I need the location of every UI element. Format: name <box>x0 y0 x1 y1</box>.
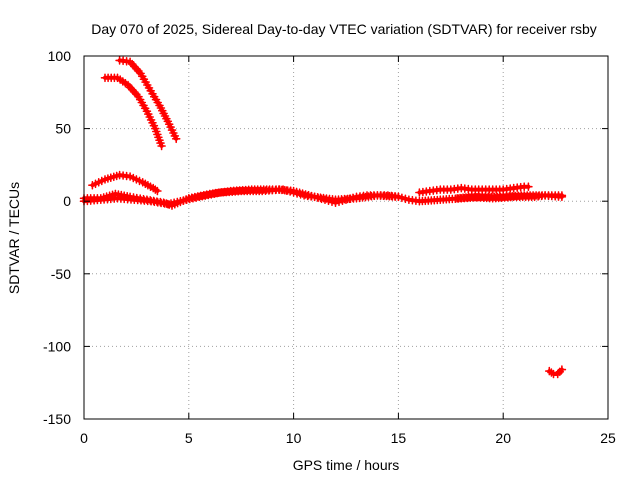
data-point <box>396 195 400 199</box>
data-point <box>556 372 560 376</box>
grid-lines <box>84 56 608 419</box>
data-point <box>116 76 119 80</box>
data-point <box>137 95 140 99</box>
series-low-arc <box>545 365 567 379</box>
series-arc-mid <box>88 170 162 196</box>
y-tick-label: -100 <box>43 338 71 354</box>
series-main-band-b <box>79 185 403 209</box>
data-point <box>560 368 564 372</box>
series-markers <box>115 56 181 144</box>
x-tick-label: 20 <box>495 430 511 446</box>
data-point <box>160 144 164 148</box>
data-point <box>99 198 103 202</box>
data-point <box>116 196 119 200</box>
data-point <box>417 191 421 194</box>
plot-frame <box>83 55 609 420</box>
data-series <box>79 56 567 379</box>
data-point <box>428 189 432 193</box>
data-point <box>126 83 130 87</box>
series-markers <box>100 73 166 151</box>
data-point <box>455 196 459 200</box>
data-point <box>218 191 222 194</box>
data-point <box>501 188 505 192</box>
series-late-arc <box>415 182 533 197</box>
data-point <box>512 195 516 199</box>
data-point <box>449 188 453 192</box>
y-axis-label: SDTVAR / TECUs <box>6 182 22 294</box>
data-point <box>292 189 296 193</box>
data-point <box>459 186 463 190</box>
data-point <box>239 189 243 193</box>
data-point <box>313 195 317 199</box>
data-point <box>178 199 182 203</box>
y-tick-label: -150 <box>43 411 71 427</box>
y-tick-label: -50 <box>51 266 71 282</box>
x-tick-label: 5 <box>185 430 193 446</box>
data-point <box>533 195 537 199</box>
data-point <box>141 180 145 184</box>
series-markers <box>88 170 162 196</box>
y-tick-label: 0 <box>63 193 71 209</box>
data-point <box>438 198 442 202</box>
data-point <box>90 183 94 187</box>
data-point <box>149 199 153 203</box>
data-point <box>491 188 495 192</box>
data-point <box>260 189 264 193</box>
data-point <box>118 173 122 177</box>
data-point <box>103 76 107 80</box>
axis-ticks <box>83 55 609 420</box>
data-point <box>375 193 379 197</box>
data-point <box>552 372 555 376</box>
data-point <box>334 198 337 202</box>
data-point <box>560 193 564 197</box>
series-arc-high-1 <box>115 56 181 144</box>
data-point <box>417 199 421 203</box>
data-point <box>153 127 157 131</box>
data-point <box>166 202 170 206</box>
data-point <box>526 185 530 189</box>
x-tick-label: 25 <box>600 430 616 446</box>
data-point <box>145 109 149 113</box>
data-point <box>407 198 411 202</box>
data-point <box>128 60 132 64</box>
x-tick-label: 15 <box>391 430 407 446</box>
data-point <box>547 369 551 373</box>
data-point <box>470 188 474 192</box>
data-point <box>128 175 132 178</box>
data-point <box>277 188 281 192</box>
data-point <box>151 186 155 190</box>
data-point <box>147 86 151 90</box>
data-point <box>132 198 136 202</box>
data-point <box>155 189 159 193</box>
data-point <box>438 188 442 192</box>
x-axis-label: GPS time / hours <box>293 457 400 473</box>
data-point <box>174 137 178 141</box>
data-point <box>103 177 107 181</box>
data-point <box>158 103 161 107</box>
data-point <box>118 58 122 62</box>
data-point <box>480 188 484 192</box>
y-tick-label: 100 <box>48 48 72 64</box>
data-point <box>491 196 495 200</box>
series-arc-high-2 <box>100 73 166 151</box>
y-tick-label: 50 <box>55 121 71 137</box>
axis-tick-labels: 0 5 10 15 20 25 -150 -100 -50 0 50 100 <box>43 48 616 446</box>
data-point <box>512 186 516 190</box>
data-point <box>470 195 474 199</box>
x-tick-label: 0 <box>80 430 88 446</box>
x-tick-label: 10 <box>286 430 302 446</box>
data-point <box>197 195 201 199</box>
chart-title: Day 070 of 2025, Sidereal Day-to-day VTE… <box>91 21 597 37</box>
data-point <box>522 185 526 189</box>
data-point <box>166 119 170 123</box>
series-late-band <box>452 191 567 203</box>
data-point <box>355 196 358 200</box>
data-point <box>139 71 143 75</box>
data-point <box>543 193 547 197</box>
